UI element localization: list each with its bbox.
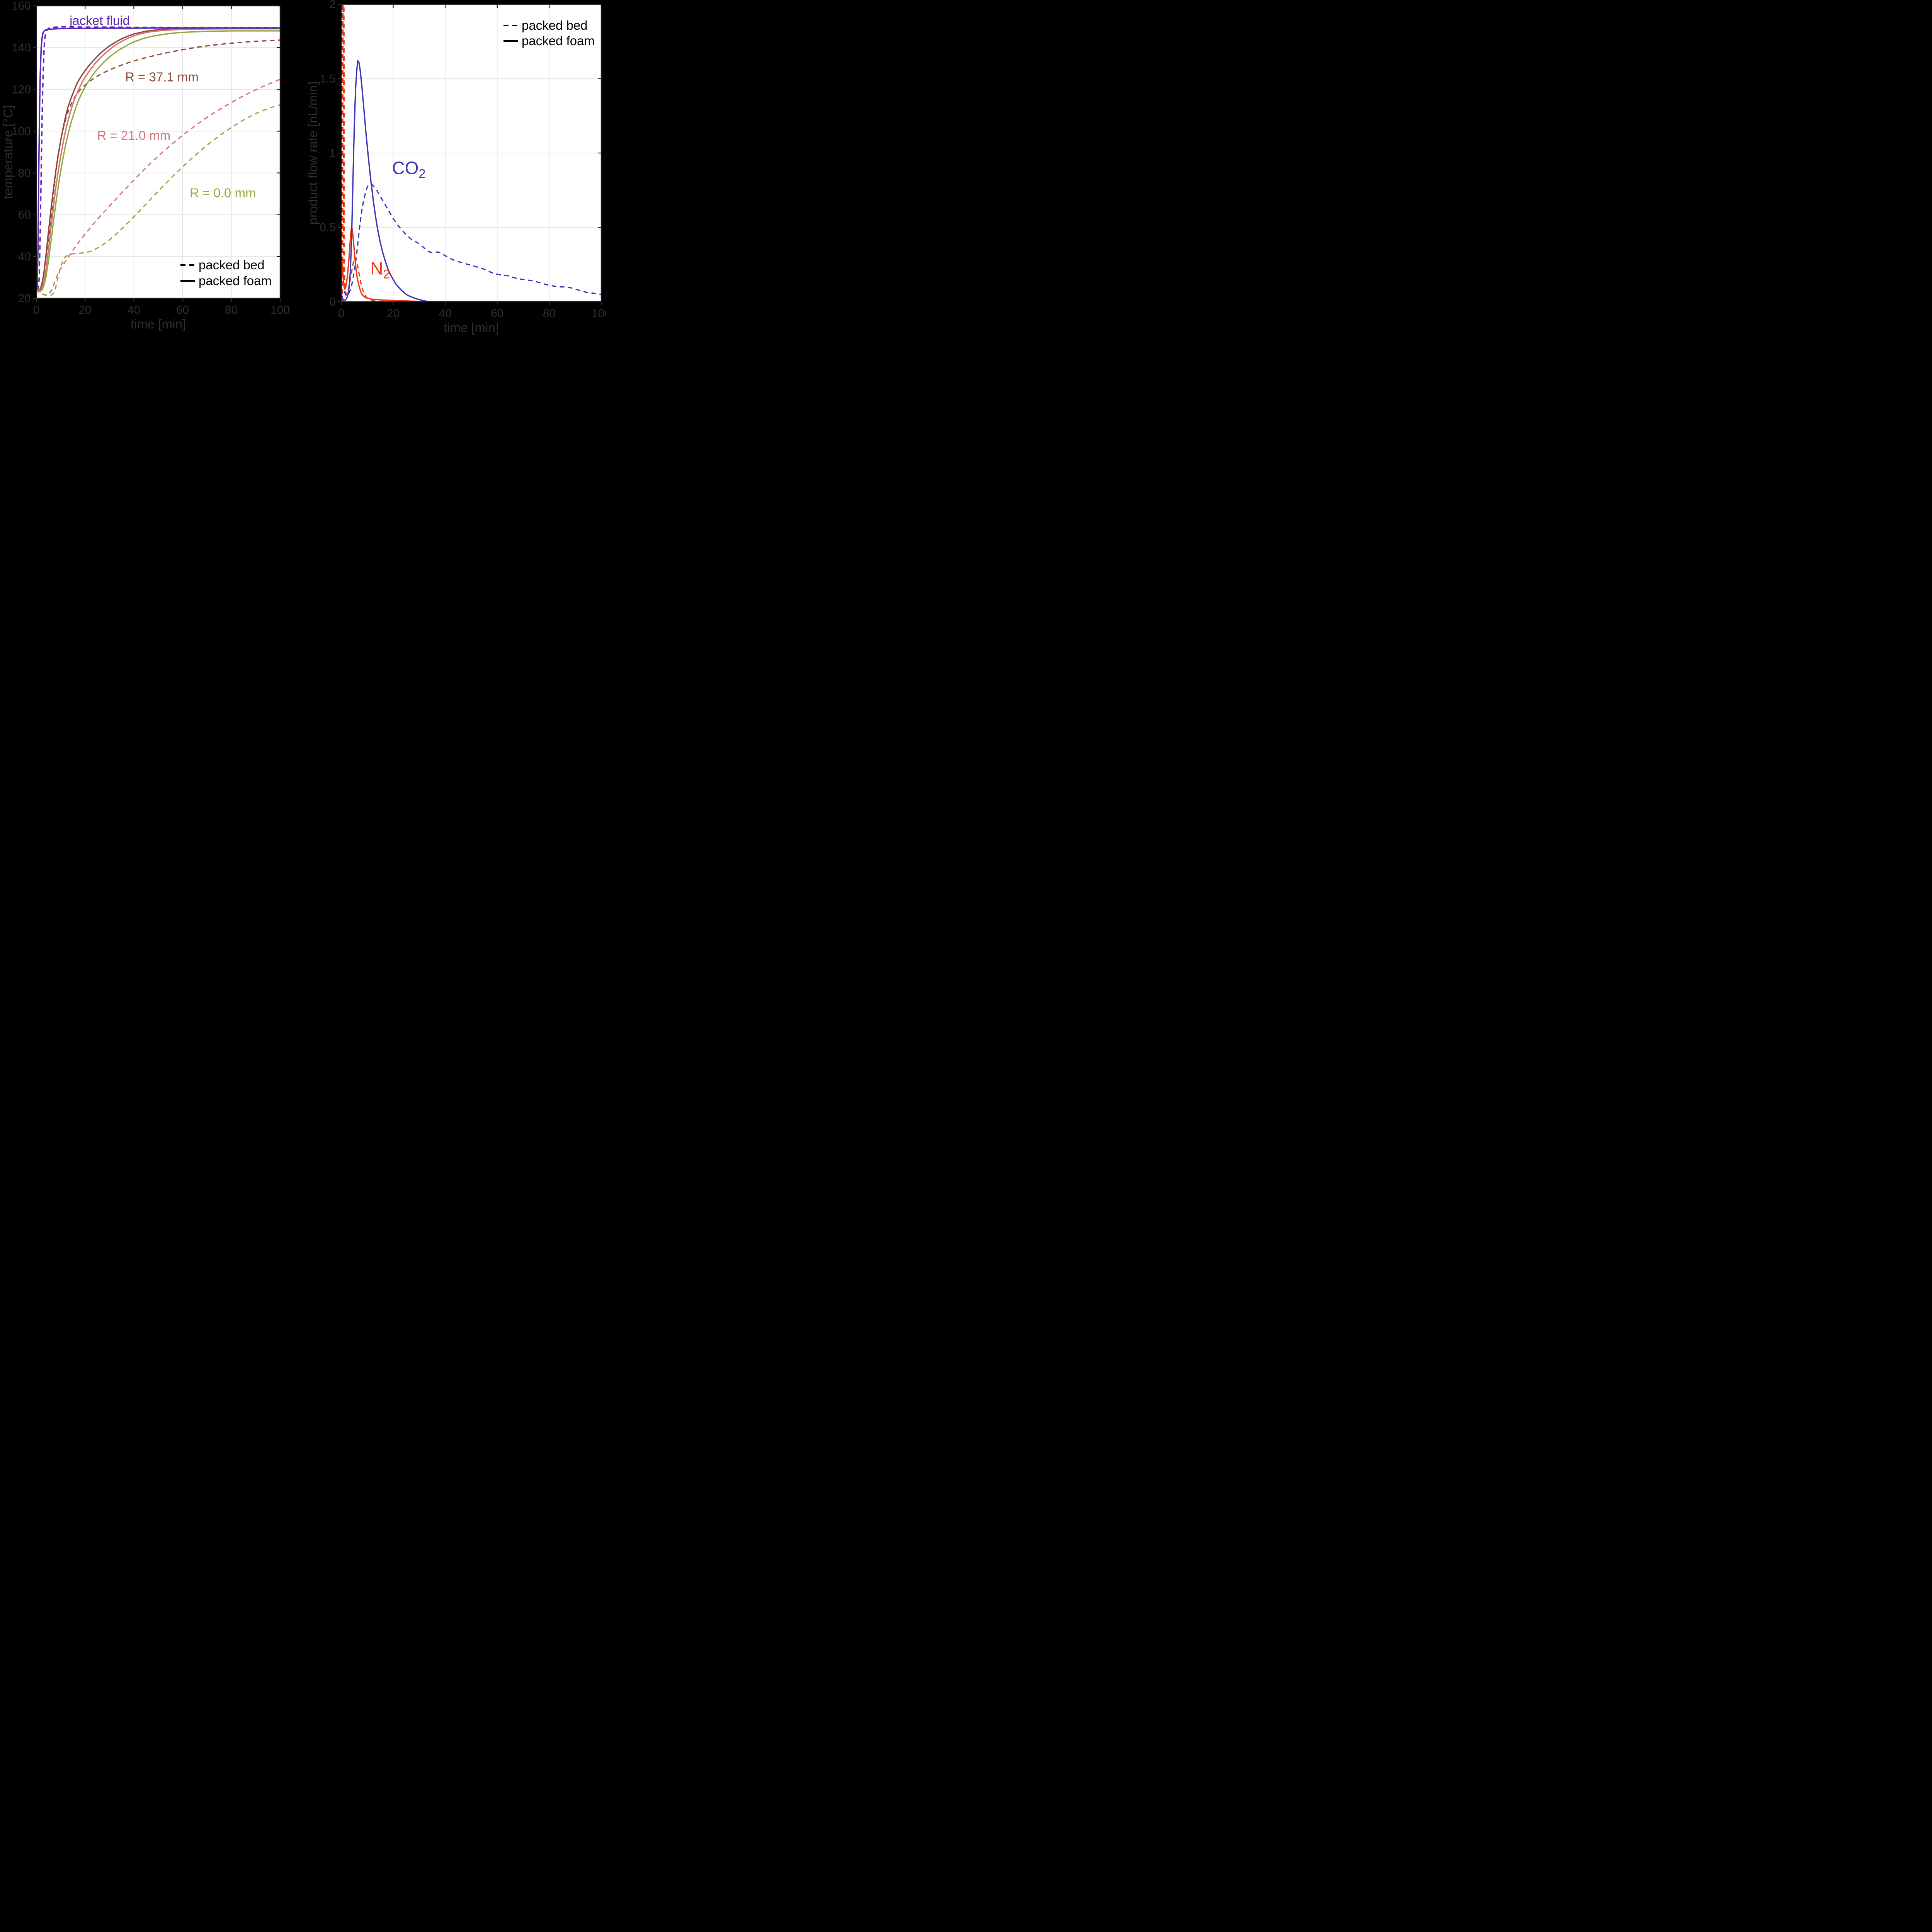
legend: packed bed packed foam <box>503 18 595 48</box>
y-tick-labels: 20 40 60 80 100 120 140 160 <box>12 0 31 305</box>
annotation-n2-label: N2 <box>370 258 390 281</box>
series-jacket-fluid-packed-bed <box>36 26 280 289</box>
y-tick-label: 1.5 <box>320 73 336 85</box>
series-r-37-packed-bed <box>36 39 280 293</box>
y-tick-label: 0.5 <box>320 221 336 234</box>
x-tick-label: 80 <box>225 304 238 316</box>
y-axis-label: temperature [°C] <box>1 105 15 199</box>
y-tick-label: 20 <box>18 292 31 305</box>
series-r-0-packed-foam <box>36 30 280 293</box>
tick-marks <box>33 5 281 302</box>
legend: packed bed packed foam <box>180 258 272 288</box>
series-n2-packed-foam <box>341 226 601 302</box>
y-tick-label: 100 <box>12 125 31 138</box>
axes-box <box>36 5 281 299</box>
legend-label: packed foam <box>522 34 595 48</box>
series-r-21-packed-bed <box>36 78 280 296</box>
series-group <box>36 26 280 296</box>
series-r-0-packed-bed <box>36 104 280 296</box>
x-tick-label: 100 <box>592 307 606 320</box>
x-axis-label: time [min] <box>444 320 499 335</box>
x-tick-label: 40 <box>439 307 452 320</box>
x-tick-label: 0 <box>33 304 40 316</box>
annotation-r-0-label: R = 0.0 mm <box>190 185 256 200</box>
x-tick-label: 20 <box>79 304 92 316</box>
annotation-jacket-fluid-label: jacket fluid <box>69 13 130 27</box>
y-axis-label: product flow rate [nL/min] <box>306 82 320 225</box>
x-axis-label: time [min] <box>131 317 186 331</box>
grid-lines <box>36 6 280 298</box>
y-tick-label: 160 <box>12 0 31 12</box>
tick-marks <box>338 3 602 305</box>
y-tick-label: 1 <box>329 147 336 160</box>
x-tick-labels: 0 20 40 60 80 100 <box>33 304 290 316</box>
y-tick-label: 2 <box>329 0 336 11</box>
x-tick-label: 0 <box>338 307 345 320</box>
annotation-r-37-label: R = 37.1 mm <box>125 70 199 84</box>
y-tick-labels: 0 0.5 1 1.5 2 <box>320 0 336 308</box>
annotation-r-21-label: R = 21.0 mm <box>97 128 170 143</box>
grid-lines <box>341 4 601 302</box>
series-r-37-packed-foam <box>36 27 280 291</box>
x-tick-label: 60 <box>491 307 503 320</box>
series-co2-packed-bed <box>341 4 601 302</box>
x-tick-label: 80 <box>543 307 556 320</box>
x-tick-label: 40 <box>128 304 140 316</box>
series-r-21-packed-foam <box>36 28 280 292</box>
plot-area <box>36 6 280 298</box>
y-tick-label: 0 <box>329 296 336 308</box>
legend-label: packed bed <box>199 258 265 272</box>
legend-label: packed foam <box>199 274 272 288</box>
y-tick-label: 40 <box>18 250 31 263</box>
x-tick-labels: 0 20 40 60 80 100 <box>338 307 606 320</box>
x-tick-label: 100 <box>270 304 290 316</box>
x-tick-label: 20 <box>387 307 400 320</box>
y-tick-label: 140 <box>12 41 31 54</box>
legend-label: packed bed <box>522 18 588 32</box>
y-tick-label: 60 <box>18 209 31 221</box>
y-tick-label: 80 <box>18 167 31 180</box>
x-tick-label: 60 <box>176 304 189 316</box>
y-tick-label: 120 <box>12 83 31 96</box>
series-co2-packed-foam <box>341 60 601 302</box>
flow-rate-panel: 0 20 40 60 80 100 0 0.5 1 1.5 2 time [min] product f… <box>306 0 606 335</box>
